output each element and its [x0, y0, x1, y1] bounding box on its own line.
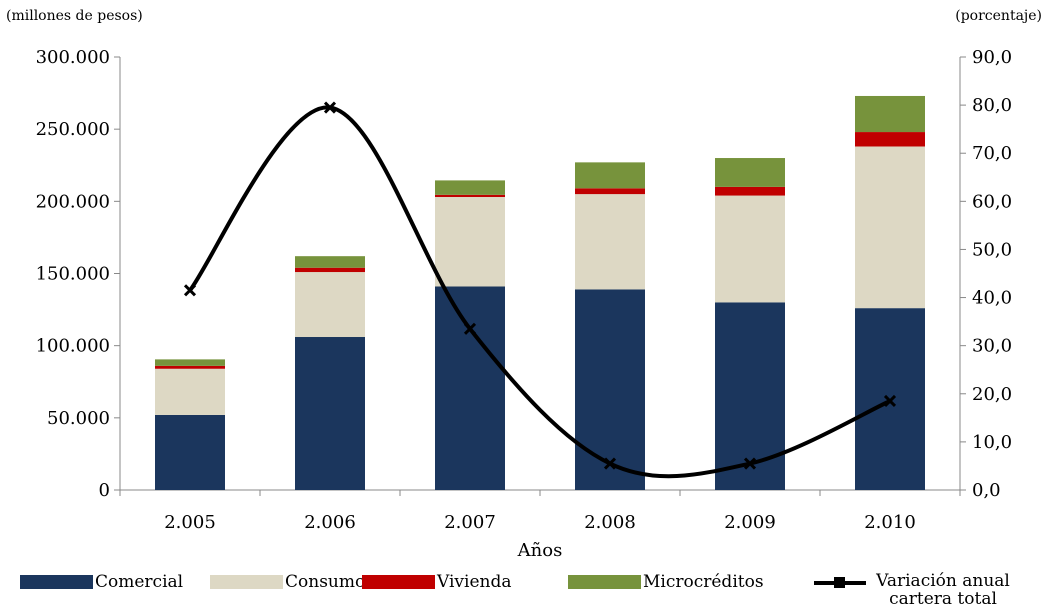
bar-vivienda [855, 132, 925, 147]
bar-consumo [715, 195, 785, 303]
bar-vivienda [575, 188, 645, 195]
legend-label: Variación anual cartera total [876, 571, 1010, 609]
right-tick-label: 50,0 [972, 239, 1012, 260]
variation-point-marker [183, 284, 197, 297]
bar-consumo [855, 146, 925, 309]
x-tick-label: 2.009 [724, 512, 776, 533]
x-tick-label: 2.010 [864, 512, 916, 533]
left-tick-label: 100.000 [36, 336, 110, 357]
left-tick-label: 300.000 [36, 47, 110, 68]
bar-microcrditos [155, 359, 225, 366]
variation-line [183, 101, 897, 479]
legend-label: Microcréditos [643, 572, 764, 592]
left-axis-label: (millones de pesos) [6, 8, 143, 24]
left-tick-label: 250.000 [36, 119, 110, 140]
legend-item-microcreditos: Microcréditos [568, 572, 764, 592]
bar-microcrditos [715, 158, 785, 187]
variation-point-marker [323, 101, 337, 114]
left-tick-label: 200.000 [36, 191, 110, 212]
right-tick-label: 0,0 [972, 480, 1001, 501]
bars [155, 95, 925, 490]
bar-comercial [295, 337, 365, 490]
right-tick-label: 40,0 [972, 288, 1012, 309]
bar-microcrditos [435, 180, 505, 195]
right-tick-label: 70,0 [972, 143, 1012, 164]
bar-comercial [575, 289, 645, 490]
bar-vivienda [155, 365, 225, 369]
bar-consumo [295, 272, 365, 338]
legend-item-variacion: Variación anual cartera total [814, 572, 1018, 608]
legend: Comercial Consumo Vivienda Microcréditos… [0, 572, 1048, 610]
right-tick-label: 30,0 [972, 336, 1012, 357]
right-tick-label: 60,0 [972, 191, 1012, 212]
legend-label: Comercial [95, 572, 184, 592]
variation-point-marker [883, 394, 897, 408]
legend-swatch [20, 575, 93, 589]
left-tick-label: 0 [99, 480, 110, 501]
x-tick-label: 2.008 [584, 512, 636, 533]
right-tick-label: 90,0 [972, 47, 1012, 68]
chart: 0 50.000 100.000 150.000 200.000 250.000 300.0… [36, 47, 1013, 561]
variation-point-marker [603, 457, 617, 470]
bar-consumo [155, 368, 225, 415]
right-tick-label: 10,0 [972, 432, 1012, 453]
legend-label: Consumo [285, 572, 366, 592]
right-tick-label: 20,0 [972, 384, 1012, 405]
legend-swatch [210, 575, 283, 589]
legend-label: Vivienda [437, 572, 512, 592]
bar-vivienda [435, 194, 505, 198]
legend-item-consumo: Consumo [210, 572, 365, 592]
right-tick-label: 80,0 [972, 95, 1012, 116]
variation-point-marker [743, 457, 757, 470]
bar-comercial [715, 302, 785, 490]
variation-point-marker [463, 322, 477, 335]
legend-swatch [362, 575, 435, 589]
legend-item-vivienda: Vivienda [362, 572, 511, 592]
x-tick-label: 2.007 [444, 512, 496, 533]
bar-microcrditos [295, 256, 365, 268]
x-axis-title: Años [517, 540, 563, 561]
legend-item-comercial: Comercial [20, 572, 183, 592]
bar-vivienda [715, 186, 785, 196]
x-tick-label: 2.005 [164, 512, 216, 533]
right-axis-label: (porcentaje) [955, 8, 1042, 24]
bar-comercial [155, 414, 225, 490]
axes: 0 50.000 100.000 150.000 200.000 250.000 300.0… [36, 47, 1013, 561]
left-tick-label: 50.000 [47, 408, 110, 429]
bar-microcrditos [575, 162, 645, 189]
bar-comercial [435, 286, 505, 490]
bar-microcrditos [855, 95, 925, 133]
legend-swatch [568, 575, 641, 589]
bar-consumo [435, 197, 505, 287]
bar-vivienda [295, 267, 365, 273]
legend-line-marker [814, 572, 866, 592]
x-tick-label: 2.006 [304, 512, 356, 533]
bar-consumo [575, 194, 645, 290]
left-tick-label: 150.000 [36, 264, 110, 285]
